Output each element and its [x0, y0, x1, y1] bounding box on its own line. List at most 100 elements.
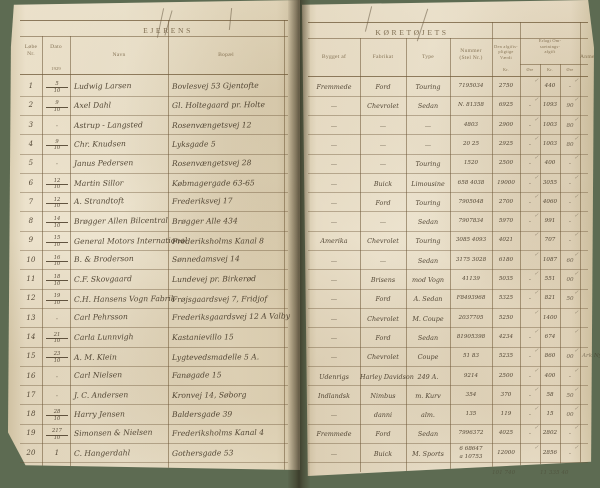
cell-erlagt-kr: 1400 [542, 314, 558, 321]
header-dato-year: 1929 [51, 66, 61, 71]
cell-bopael: Fanøgade 15 [171, 370, 222, 381]
cell-bygget-af: — [330, 333, 338, 342]
cell-fabrikat: Ford [375, 333, 391, 342]
cell-dato: 1 [54, 448, 60, 457]
cell-navn: C. Hangerdahl [73, 447, 131, 458]
cell-erlagt-kr: 4060 [542, 198, 558, 205]
cell-fabrikat: — [379, 256, 387, 265]
cell-bygget-af: — [330, 102, 338, 111]
cell-lobe-nr: 1 [28, 82, 34, 90]
cell-type: Touring [415, 237, 441, 246]
cell-bopael: Kronvej 14, Søborg [171, 390, 247, 400]
col-sep [580, 22, 581, 472]
cell-dato: - [55, 391, 59, 400]
cell-bopael: Købmagergade 63-65 [171, 178, 255, 188]
cell-afgift-kr: 2900 [498, 121, 514, 128]
cell-erlagt-kr: 860 [544, 353, 556, 360]
row-rule [308, 443, 588, 444]
row-rule [20, 462, 288, 464]
row-rule [308, 462, 588, 464]
pencil-total: 11 335 40 [540, 470, 569, 476]
cell-nummer: N. 81358 [458, 102, 484, 109]
cell-navn: A. M. Klein [73, 352, 117, 362]
cell-erlagt-kr: 440 [544, 83, 556, 89]
cell-type: alm. [421, 411, 435, 420]
cell-erlagt-ore: - [569, 84, 571, 90]
row-rule [20, 327, 288, 329]
cell-afgift-ore: - [529, 373, 531, 380]
cell-bygget-af: Amerika [320, 237, 348, 246]
cell-bygget-af: Indlandsk [318, 391, 350, 400]
row-rule [20, 404, 288, 406]
row-rule [308, 288, 588, 290]
row-rule [20, 307, 288, 309]
cell-fabrikat: Buick [373, 449, 393, 458]
cell-afgift-ore: - [529, 141, 531, 148]
cell-fabrikat: Ford [375, 295, 391, 304]
cell-afgift-kr: 119 [500, 411, 512, 418]
cell-bygget-af: — [330, 121, 338, 130]
pencil-tick: ✓ [574, 193, 579, 200]
cell-dato: - [55, 160, 59, 169]
cell-bygget-af: Udenrigs [319, 372, 349, 381]
cell-fabrikat: Harley Davidson [360, 372, 414, 381]
pencil-tick: ✓ [574, 116, 579, 123]
cell-nummer: 7907834 [458, 218, 484, 225]
cell-dato: 14 10 [46, 216, 68, 229]
cell-afgift-ore: - [529, 161, 531, 168]
cell-dato: 23 10 [46, 351, 68, 364]
cell-afgift-ore: - [529, 296, 531, 303]
cell-type: A. Sedan [413, 295, 443, 304]
pencil-tick: ✓ [534, 309, 539, 316]
cell-afgift-kr: 4025 [498, 430, 514, 437]
left-table: EJERENS Løbe Nr. Dato 1929 Navn [8, 0, 300, 470]
cell-type: Sedan [417, 430, 439, 439]
cell-dato: 9 10 [46, 101, 68, 113]
cell-lobe-nr: 6 [28, 178, 34, 187]
col-sep [42, 36, 43, 470]
cell-erlagt-ore: 00 [566, 412, 574, 419]
col-sep [450, 38, 451, 472]
pencil-tick: ✓ [534, 386, 539, 393]
cell-fabrikat: Chevrolet [367, 353, 399, 362]
cell-bopael: Frederiksvej 17 [171, 196, 233, 207]
cell-type: Touring [415, 160, 441, 169]
cell-lobe-nr: 8 [28, 217, 34, 226]
row-rule [308, 172, 588, 174]
cell-bopael: Gl. Holtegaard pr. Holte [171, 100, 266, 111]
cell-afgift-ore: - [529, 219, 531, 226]
cell-type: Sedan [417, 256, 439, 265]
cell-lobe-nr: 16 [26, 371, 36, 380]
pencil-tick: ✓ [574, 232, 579, 239]
pencil-tick: ✓ [574, 328, 579, 335]
row-rule [308, 153, 588, 155]
cell-erlagt-kr: 400 [544, 372, 556, 379]
cell-afgift-kr: 2700 [498, 198, 514, 205]
cell-erlagt-ore: 00 [566, 354, 574, 361]
cell-bygget-af: — [330, 179, 338, 188]
cell-type: M. Coupe [412, 314, 444, 323]
cell-lobe-nr: 5 [28, 159, 34, 168]
cell-bopael: Bovlesvej 53 Gjentofte [171, 80, 259, 91]
cell-erlagt-ore: 80 [566, 122, 574, 129]
cell-fabrikat: Chevrolet [367, 102, 399, 111]
cell-type: M. Sports [412, 449, 444, 458]
header-navn: Navn [112, 52, 126, 58]
pencil-tick: ✓ [574, 425, 579, 432]
cell-erlagt-ore: 80 [566, 141, 574, 148]
subheader-ore: Øre [526, 67, 534, 72]
cell-fabrikat: Ford [375, 430, 391, 439]
row-rule [20, 211, 288, 213]
pencil-tick: ✓ [534, 271, 539, 277]
cell-lobe-nr: 10 [26, 255, 36, 264]
pencil-tick: ✓ [534, 78, 539, 84]
cell-nummer: 658 4038 [457, 179, 485, 186]
row-rule [308, 423, 588, 425]
header-bopael: Bopæl [218, 52, 234, 58]
row-rule [308, 327, 588, 329]
pencil-total: 101 740 [492, 470, 516, 476]
cell-erlagt-ore: 50 [566, 392, 574, 399]
cell-nummer: 7996372 [458, 430, 484, 437]
pencil-tick: ✓ [574, 174, 579, 181]
rule [520, 64, 588, 65]
